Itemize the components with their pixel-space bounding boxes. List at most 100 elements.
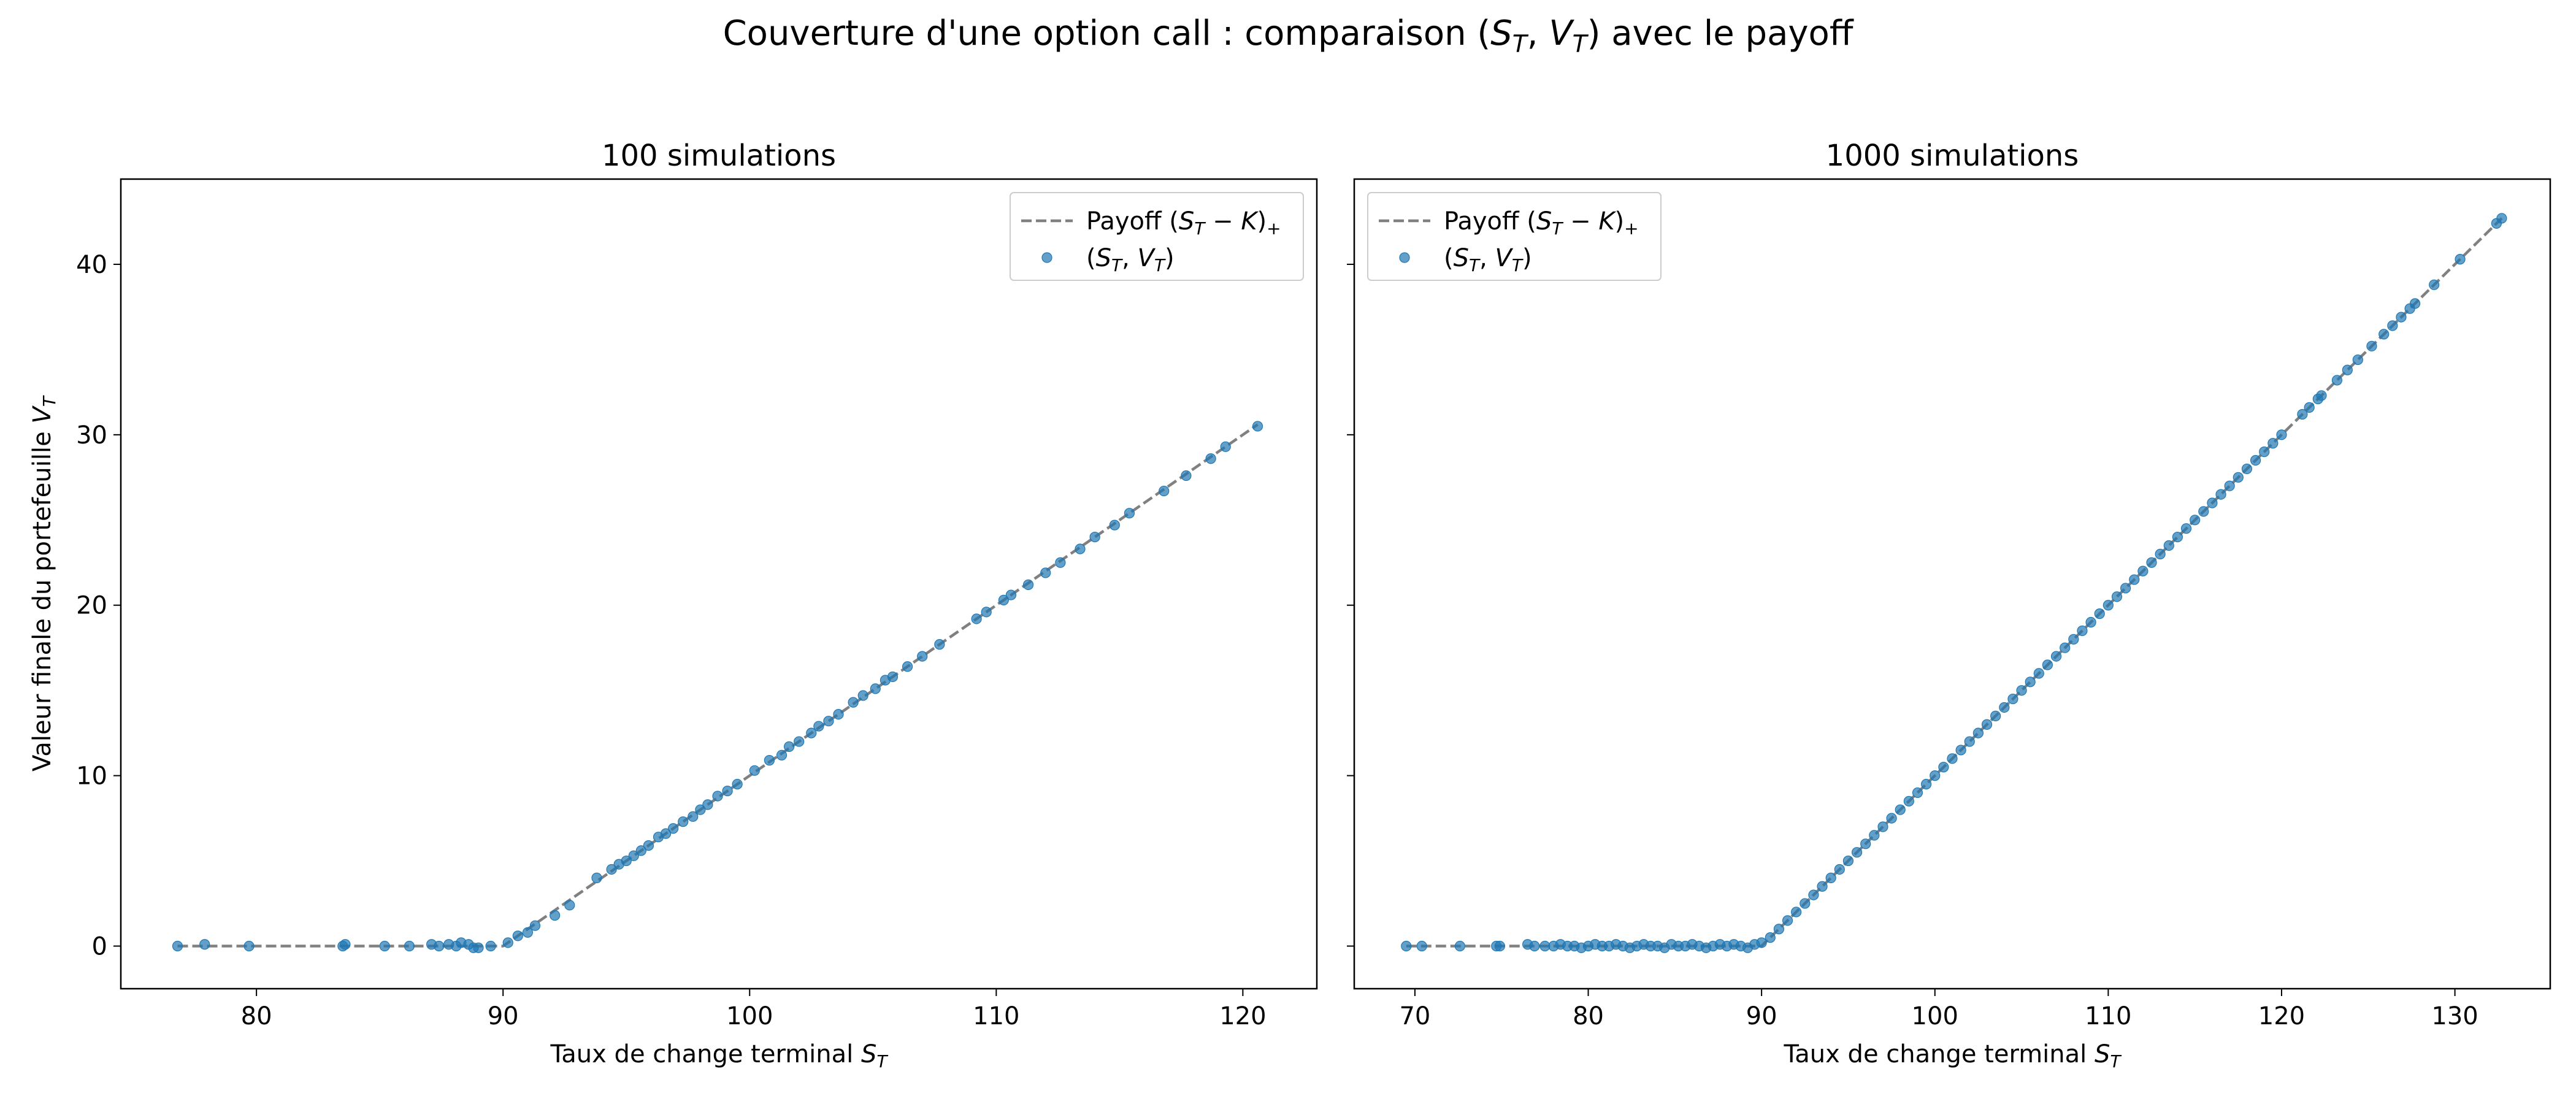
scatter-point	[833, 708, 844, 720]
scatter-point	[2396, 312, 2407, 323]
chart-panel-2: 1000 simulations 70 80 90 100 110 120 130 Taux d…	[1347, 139, 2551, 1071]
scatter-point	[1860, 838, 1871, 849]
scatter-point	[1964, 736, 1975, 747]
y-axis-label: Valeur finale du portefeuille VT	[28, 395, 59, 772]
scatter-point	[887, 671, 899, 683]
scatter-point	[1416, 940, 1427, 952]
scatter-point	[2387, 320, 2398, 331]
x-tick-label: 120	[1219, 1002, 1266, 1030]
scatter-point	[1912, 787, 1923, 799]
scatter-point	[732, 778, 743, 790]
scatter-point	[1981, 719, 1993, 730]
scatter-point	[434, 940, 445, 952]
scatter-point	[2103, 600, 2114, 611]
scatter-point	[2250, 454, 2261, 466]
scatter-point	[1921, 778, 1932, 790]
scatter-point	[1947, 753, 1958, 764]
scatter-point	[783, 741, 795, 752]
y-tick-label: 20	[76, 592, 107, 620]
scatter-point	[2316, 390, 2327, 401]
scatter-point	[1808, 889, 1819, 900]
scatter-point	[2007, 693, 2018, 705]
scatter-point	[2233, 472, 2244, 483]
x-tick-label: 90	[488, 1002, 519, 1030]
scatter-point	[628, 850, 639, 861]
payoff-line	[1406, 217, 2503, 948]
payoff-line	[177, 423, 1259, 948]
scatter-point	[1075, 543, 1086, 554]
scatter-point	[1791, 907, 1802, 918]
scatter-point	[2207, 497, 2218, 508]
panel-title: 100 simulations	[602, 139, 836, 173]
scatter-point	[1903, 795, 1914, 807]
scatter-point	[806, 727, 817, 738]
scatter-point	[1055, 557, 1066, 568]
panel-title: 1000 simulations	[1826, 139, 2079, 173]
scatter-point	[1895, 804, 1906, 815]
legend: Payoff (ST − K)+ (ST, VT)	[1367, 192, 1662, 281]
scatter-point	[2172, 531, 2183, 543]
scatter-point	[2129, 574, 2140, 585]
x-tick-label: 80	[241, 1002, 272, 1030]
scatter-point	[1834, 864, 1845, 875]
scatter-point	[2042, 659, 2053, 670]
scatter-point	[2198, 506, 2209, 517]
scatter-point	[2342, 364, 2353, 375]
scatter-point	[749, 765, 760, 776]
scatter-point	[2409, 298, 2421, 309]
title-sub-t1: T	[1512, 31, 1527, 59]
scatter-point	[243, 940, 255, 952]
scatter-point	[870, 683, 881, 694]
scatter-point	[522, 927, 534, 938]
title-suffix: ) avec le payoff	[1587, 13, 1853, 53]
scatter-point	[2180, 523, 2192, 534]
scatter-point	[695, 804, 706, 815]
title-prefix: Couverture d'une option call : comparais…	[723, 13, 1491, 53]
x-tick-label: 110	[973, 1002, 1019, 1030]
scatter-point	[2276, 429, 2287, 440]
scatter-point	[529, 920, 541, 931]
scatter-point	[1851, 847, 1863, 858]
scatter-point	[981, 607, 992, 618]
x-tick-label: 120	[2258, 1002, 2305, 1030]
scatter-point	[2146, 557, 2157, 568]
plot-area	[1401, 213, 2507, 953]
scatter-point	[2259, 447, 2270, 458]
scatter-point	[702, 799, 713, 810]
scatter-point	[848, 697, 859, 708]
scatter-point	[2224, 480, 2235, 491]
scatter-point	[1938, 762, 1949, 773]
scatter-point	[1401, 940, 1412, 952]
scatter-point	[1109, 519, 1120, 531]
title-math-s: S	[1490, 13, 1512, 53]
axes-frame	[120, 178, 1318, 990]
scatter-point	[643, 840, 654, 851]
scatter-point	[2352, 354, 2363, 366]
scatter-point	[1022, 579, 1034, 590]
scatter-point	[776, 749, 788, 761]
scatter-point	[1930, 770, 1941, 781]
scatter-point	[2050, 651, 2062, 662]
title-sub-t2: T	[1572, 31, 1587, 59]
scatter-point	[1205, 453, 1216, 464]
x-axis-label: Taux de change terminal ST	[550, 1040, 888, 1071]
scatter-point	[2025, 677, 2036, 688]
scatter-point	[1124, 508, 1135, 519]
scatter-point	[712, 791, 723, 802]
scatter-point	[2241, 463, 2253, 475]
legend-label-payoff: Payoff (ST − K)+	[1086, 207, 1281, 239]
scatter-point	[2366, 340, 2377, 351]
scatter-point	[485, 940, 496, 952]
scatter-point	[340, 939, 351, 950]
scatter-point	[1782, 915, 1793, 926]
scatter-point	[1877, 821, 1888, 832]
title-math-v: V	[1549, 13, 1573, 53]
scatter-point	[1494, 940, 1505, 952]
scatter-point	[2137, 565, 2149, 577]
scatter-point	[379, 940, 390, 952]
scatter-point	[512, 930, 523, 941]
scatter-point	[1955, 745, 1966, 756]
legend-box	[1010, 192, 1304, 281]
scatter-point	[998, 594, 1009, 606]
